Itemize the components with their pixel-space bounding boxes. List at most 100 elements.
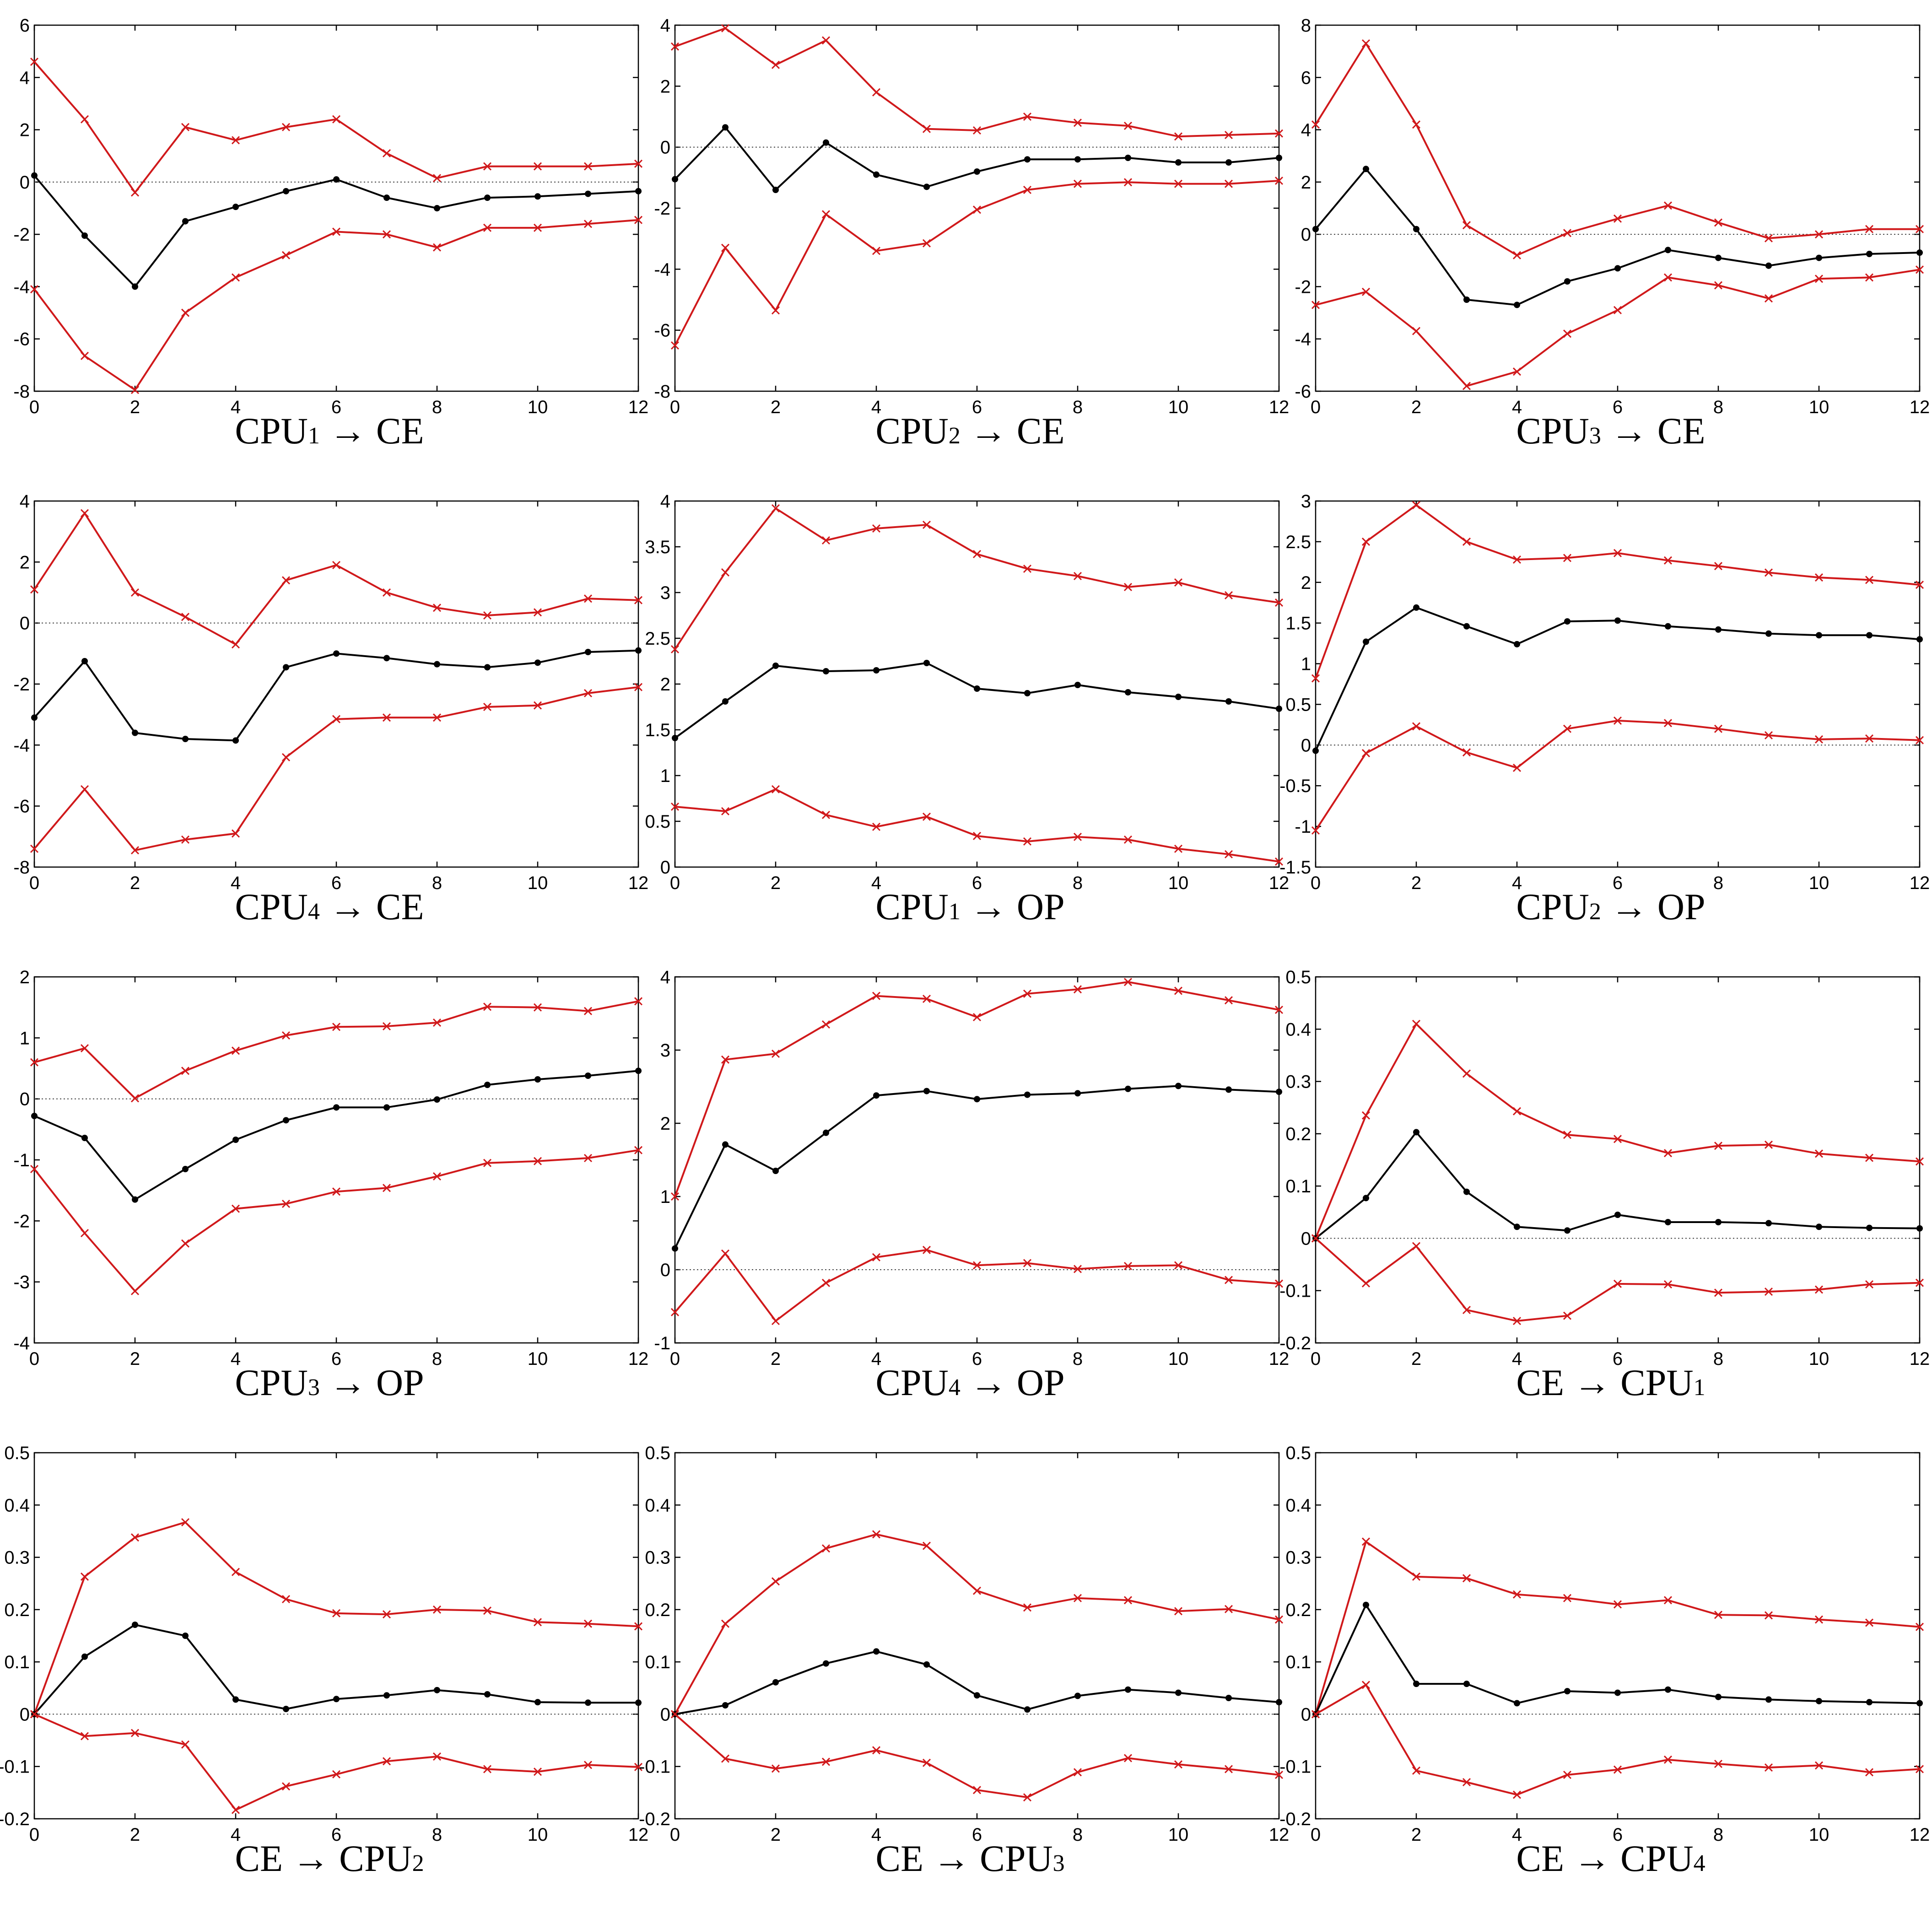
data-point-lower xyxy=(922,1245,931,1254)
data-point-lower xyxy=(771,306,780,315)
data-point-upper xyxy=(80,115,89,124)
caption-text: → OP xyxy=(319,1362,424,1403)
data-point-center xyxy=(1916,249,1923,256)
y-tick-label: -4 xyxy=(654,259,670,280)
data-point-center xyxy=(1514,302,1520,308)
data-point-upper xyxy=(1224,591,1233,600)
data-point-lower xyxy=(1563,724,1572,733)
data-point-center xyxy=(1463,1681,1470,1687)
data-point-lower xyxy=(1814,735,1824,744)
irf-panel: -8 -6 -4 -2 0 2 4 0 2 4 6 8 10 12 CPU4 → CE xyxy=(9,485,650,956)
data-point-upper xyxy=(1512,1107,1522,1116)
caption-text: CPU xyxy=(235,1362,308,1403)
data-point-center xyxy=(722,124,729,131)
x-tick-label: 2 xyxy=(771,397,781,417)
data-point-center xyxy=(383,1692,390,1699)
data-point-lower xyxy=(231,273,240,282)
data-point-center xyxy=(772,1679,779,1686)
y-tick-label: 0 xyxy=(660,138,670,158)
data-point-lower xyxy=(181,308,190,317)
y-tick-label: 0.4 xyxy=(645,1495,670,1515)
data-point-center xyxy=(585,1699,591,1706)
y-tick-label: 0.2 xyxy=(645,1600,670,1620)
x-tick-label: 4 xyxy=(871,873,881,893)
data-point-center xyxy=(534,1076,541,1083)
data-point-lower xyxy=(1462,748,1471,757)
data-point-upper xyxy=(1174,578,1183,587)
y-tick-label: 0.2 xyxy=(1285,1124,1311,1144)
irf-chart: 0 0.5 1 1.5 2 2.5 3 3.5 4 0 2 4 6 8 10 12 xyxy=(645,491,1289,893)
data-point-center xyxy=(1564,1227,1570,1234)
plot-frame xyxy=(33,500,639,868)
data-point-upper xyxy=(1915,581,1924,589)
data-point-upper xyxy=(583,594,593,603)
data-point-lower xyxy=(533,1768,542,1776)
data-point-center xyxy=(1816,1698,1822,1704)
data-point-upper xyxy=(634,159,643,168)
data-point-center xyxy=(1514,641,1520,647)
data-point-lower xyxy=(721,1249,730,1258)
data-point-center xyxy=(283,188,289,194)
irf-panel: -0.2 -0.1 0 0.1 0.2 0.3 0.4 0.5 0 2 4 6 8 10 12 CE → CP… xyxy=(1279,1437,1931,1908)
y-tick-label: -2 xyxy=(13,674,30,695)
plot-frame xyxy=(1315,1452,1921,1820)
data-point-upper xyxy=(1412,501,1421,509)
y-tick-label: 4 xyxy=(660,16,670,36)
data-point-upper xyxy=(1613,1600,1622,1609)
data-point-lower xyxy=(1174,1760,1183,1769)
data-point-lower xyxy=(1915,1765,1924,1773)
caption-subscript: 4 xyxy=(948,1374,961,1401)
data-point-center xyxy=(484,1691,491,1698)
data-point-lower xyxy=(721,243,730,252)
x-tick-label: 4 xyxy=(871,397,881,417)
data-point-lower xyxy=(721,807,730,816)
data-point-center xyxy=(283,664,289,671)
data-point-lower xyxy=(670,341,680,350)
data-point-upper xyxy=(1274,1005,1284,1014)
data-point-center xyxy=(823,668,829,674)
data-point-lower xyxy=(1865,1768,1874,1777)
data-point-upper xyxy=(1663,201,1673,210)
data-point-upper xyxy=(634,997,643,1006)
data-point-center xyxy=(182,1633,189,1639)
y-tick-label: -6 xyxy=(13,797,30,817)
data-point-upper xyxy=(1174,132,1183,141)
data-point-center xyxy=(1024,156,1031,163)
x-tick-label: 12 xyxy=(1269,1825,1290,1845)
data-point-center xyxy=(1665,623,1671,630)
data-point-upper xyxy=(533,1003,542,1012)
data-point-lower xyxy=(483,223,492,232)
data-point-center xyxy=(333,650,340,657)
data-point-center xyxy=(534,1699,541,1706)
y-tick-label: 4 xyxy=(660,967,670,987)
x-tick-label: 8 xyxy=(1073,1825,1083,1845)
x-tick-label: 4 xyxy=(1512,1349,1522,1369)
irf-chart: -0.2 -0.1 0 0.1 0.2 0.3 0.4 0.5 0 2 4 6 8 10 12 xyxy=(1279,1443,1930,1845)
data-point-upper xyxy=(181,613,190,621)
data-point-upper xyxy=(721,568,730,577)
data-point-upper xyxy=(1462,537,1471,546)
data-point-lower xyxy=(483,702,492,711)
data-point-upper xyxy=(1224,130,1233,140)
data-point-upper xyxy=(1714,562,1723,571)
data-point-lower xyxy=(922,239,931,248)
data-point-lower xyxy=(181,1740,190,1749)
x-tick-label: 6 xyxy=(1613,1825,1623,1845)
data-point-upper xyxy=(1361,1111,1371,1120)
data-point-center xyxy=(585,1073,591,1079)
data-point-upper xyxy=(1361,39,1371,48)
data-point-upper xyxy=(771,1049,780,1058)
data-point-center xyxy=(1564,1688,1570,1695)
data-point-upper xyxy=(821,1020,831,1029)
caption-text: → CE xyxy=(319,410,424,452)
data-point-lower xyxy=(231,1204,240,1213)
data-point-lower xyxy=(972,1786,982,1795)
data-point-upper xyxy=(1915,1622,1924,1631)
x-tick-label: 10 xyxy=(1168,873,1189,893)
data-point-lower xyxy=(332,715,341,723)
x-tick-label: 0 xyxy=(670,397,680,417)
data-point-center xyxy=(434,661,440,668)
data-point-center xyxy=(1866,632,1873,639)
data-point-lower xyxy=(1023,1259,1032,1267)
x-tick-label: 6 xyxy=(972,1349,982,1369)
